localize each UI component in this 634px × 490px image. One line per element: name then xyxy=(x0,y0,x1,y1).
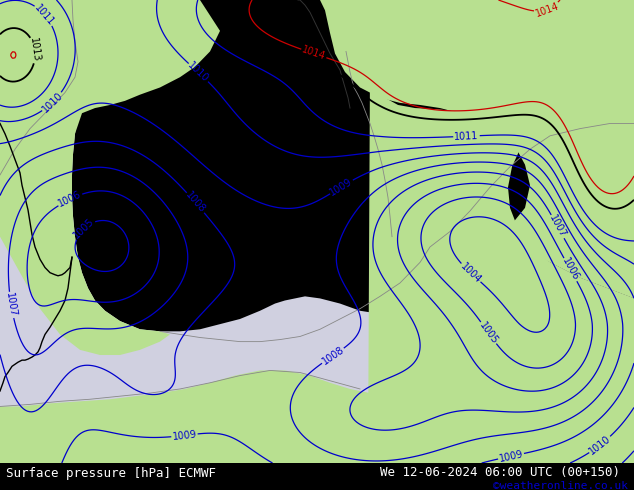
Text: 1010: 1010 xyxy=(40,90,65,114)
Polygon shape xyxy=(300,0,634,311)
Text: Surface pressure [hPa] ECMWF: Surface pressure [hPa] ECMWF xyxy=(6,467,216,480)
Text: 1007: 1007 xyxy=(547,213,568,240)
Polygon shape xyxy=(0,370,634,463)
Text: 1010: 1010 xyxy=(186,60,210,85)
Text: 1011: 1011 xyxy=(33,2,56,27)
Text: 1011: 1011 xyxy=(454,131,479,142)
Polygon shape xyxy=(368,67,634,463)
Text: 1014: 1014 xyxy=(301,45,327,62)
Text: 1004: 1004 xyxy=(458,261,483,285)
Text: 1008: 1008 xyxy=(184,190,207,215)
Text: 1010: 1010 xyxy=(587,434,613,456)
Polygon shape xyxy=(0,0,220,355)
Text: 1005: 1005 xyxy=(477,320,500,346)
Text: 1009: 1009 xyxy=(498,449,524,464)
Text: 1007: 1007 xyxy=(4,292,18,318)
Text: 1013: 1013 xyxy=(283,47,310,65)
Text: We 12-06-2024 06:00 UTC (00+150): We 12-06-2024 06:00 UTC (00+150) xyxy=(380,466,621,479)
Text: 1006: 1006 xyxy=(560,256,581,283)
Text: 1014: 1014 xyxy=(534,0,560,19)
Polygon shape xyxy=(0,0,634,463)
Text: 1005: 1005 xyxy=(72,217,96,241)
Text: 1008: 1008 xyxy=(320,344,346,367)
Text: 1013: 1013 xyxy=(28,37,41,63)
Text: 1009: 1009 xyxy=(172,429,197,441)
Text: 1009: 1009 xyxy=(328,176,354,197)
Text: 1006: 1006 xyxy=(57,190,83,209)
Text: ©weatheronline.co.uk: ©weatheronline.co.uk xyxy=(493,481,628,490)
